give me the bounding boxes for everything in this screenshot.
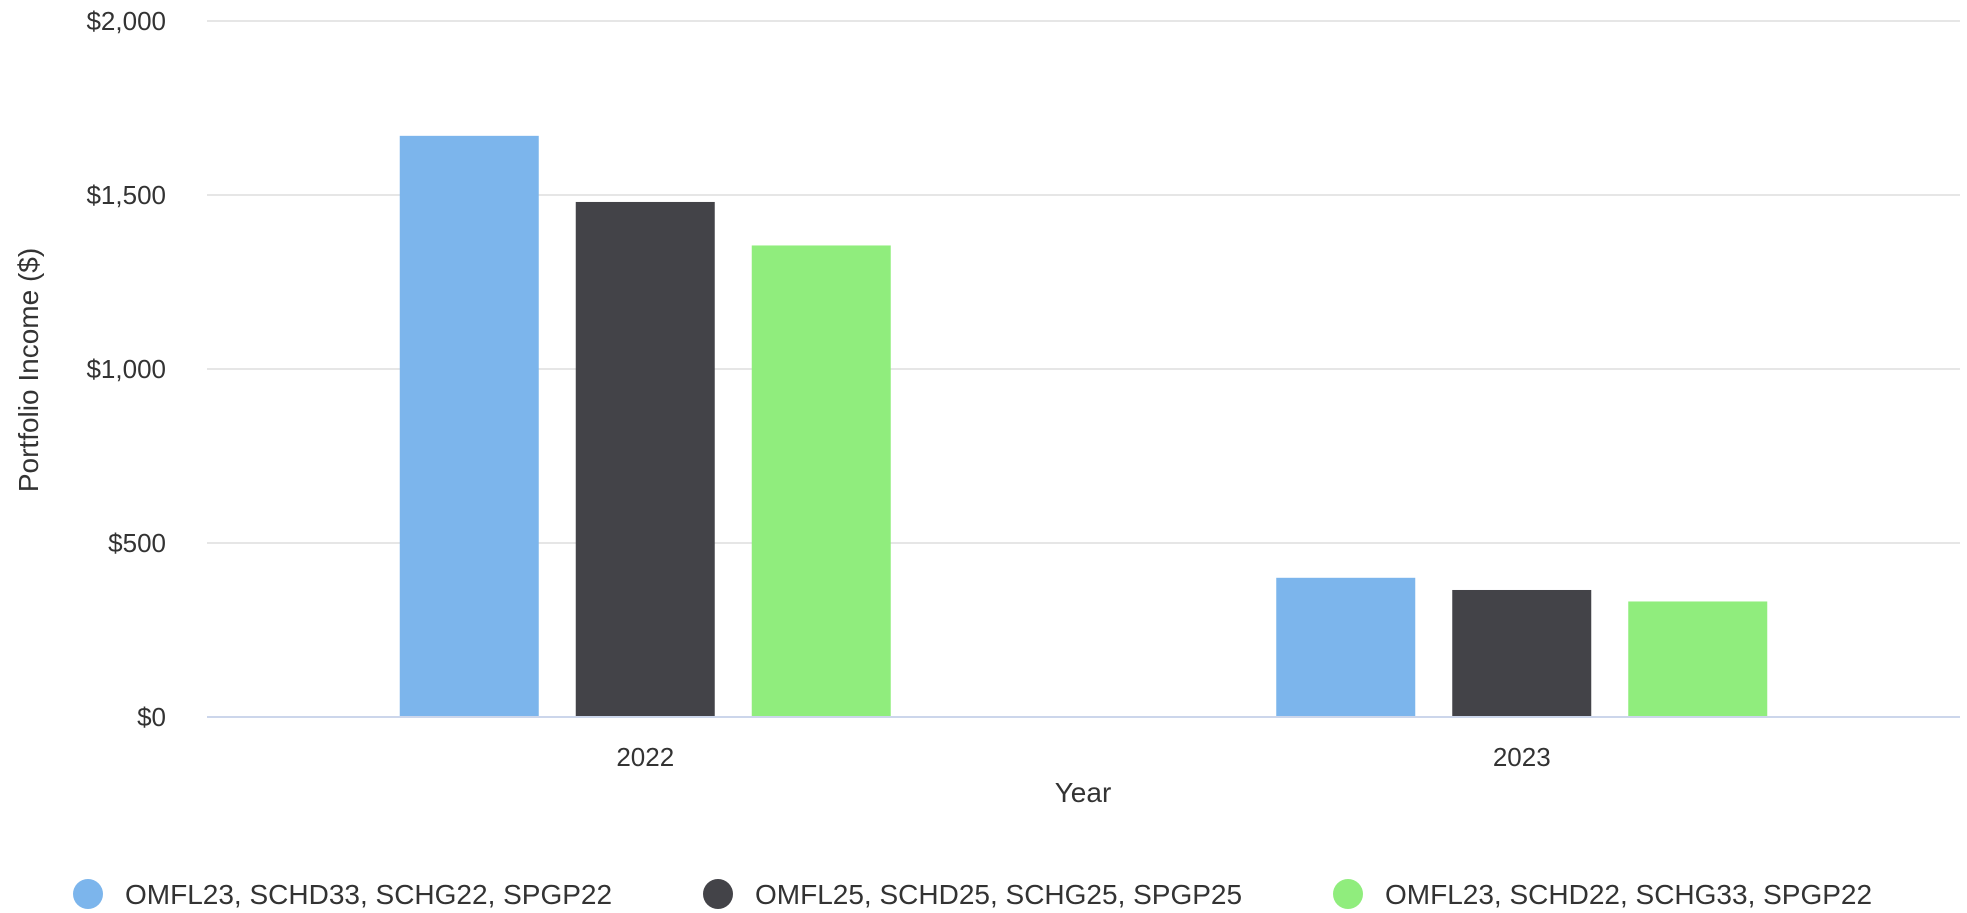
y-tick-label: $2,000 [86, 6, 166, 36]
legend-item[interactable]: OMFL25, SCHD25, SCHG25, SPGP25 [703, 879, 1242, 910]
y-tick-label: $0 [137, 702, 166, 732]
y-axis-title: Portfolio Income ($) [13, 248, 44, 492]
x-axis-title: Year [1055, 777, 1112, 808]
legend-label: OMFL25, SCHD25, SCHG25, SPGP25 [755, 879, 1242, 910]
bar-2022-series-1[interactable] [399, 135, 539, 718]
x-tick-label: 2022 [616, 742, 674, 772]
legend-label: OMFL23, SCHD22, SCHG33, SPGP22 [1385, 879, 1872, 910]
y-tick-label: $1,500 [86, 180, 166, 210]
bar-2022-series-3[interactable] [751, 245, 891, 717]
x-axis-ticks: 2022 2023 [616, 742, 1550, 772]
legend-swatch [1333, 879, 1363, 909]
bar-2023-series-3[interactable] [1628, 601, 1768, 717]
y-tick-label: $1,000 [86, 354, 166, 384]
y-tick-label: $500 [108, 528, 166, 558]
legend-swatch [703, 879, 733, 909]
x-tick-label: 2023 [1493, 742, 1551, 772]
legend-label: OMFL23, SCHD33, SCHG22, SPGP22 [125, 879, 612, 910]
bar-2022-series-2[interactable] [575, 201, 715, 717]
bar-2023-series-2[interactable] [1452, 589, 1592, 717]
bar-2023-series-1[interactable] [1276, 577, 1416, 717]
bars [399, 135, 1768, 718]
legend-swatch [73, 879, 103, 909]
legend: OMFL23, SCHD33, SCHG22, SPGP22 OMFL25, SC… [73, 879, 1872, 910]
legend-item[interactable]: OMFL23, SCHD33, SCHG22, SPGP22 [73, 879, 612, 910]
y-axis-ticks: $0 $500 $1,000 $1,500 $2,000 [86, 6, 166, 732]
legend-item[interactable]: OMFL23, SCHD22, SCHG33, SPGP22 [1333, 879, 1872, 910]
